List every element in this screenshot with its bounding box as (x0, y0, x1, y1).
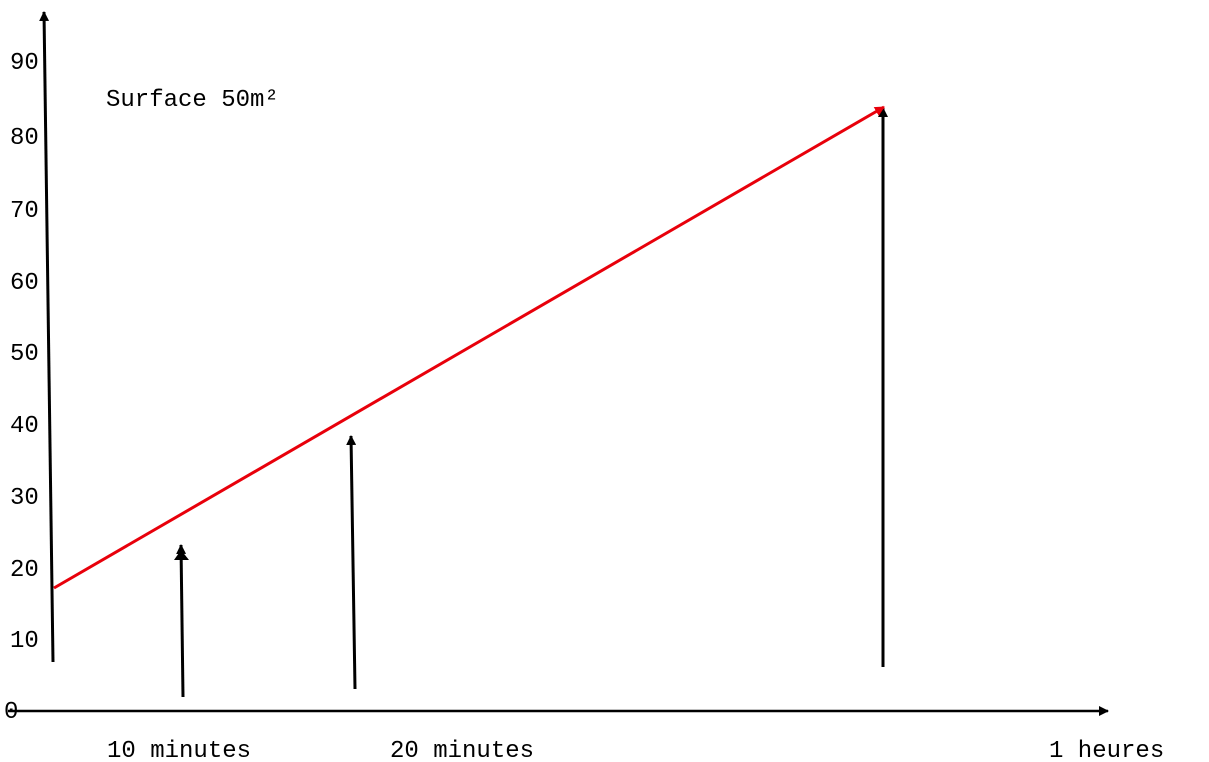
x-label-1-heures: 1 heures (1049, 738, 1164, 762)
arrow-10-minutes (176, 544, 187, 698)
y-tick-label-10: 10 (10, 628, 39, 655)
y-axis (39, 11, 55, 663)
y-tick-label-20: 20 (10, 557, 39, 584)
y-tick-label-30: 30 (10, 485, 39, 512)
y-tick-label-80: 80 (10, 125, 39, 152)
y-tick-label-0: 0 (4, 699, 18, 726)
x-label-10-minutes: 10 minutes (107, 738, 251, 762)
y-tick-label-40: 40 (10, 413, 39, 440)
y-tick-label-70: 70 (10, 198, 39, 225)
y-tick-label-90: 90 (10, 50, 39, 77)
trend-arrow (53, 105, 885, 590)
surface-label: Surface 50m² (106, 87, 279, 114)
y-tick-label-60: 60 (10, 270, 39, 297)
y-tick-label-50: 50 (10, 341, 39, 368)
x-label-20-minutes: 20 minutes (390, 738, 534, 762)
arrow-20-minutes (346, 435, 357, 690)
arrow-10-minutes-notch (174, 550, 189, 560)
